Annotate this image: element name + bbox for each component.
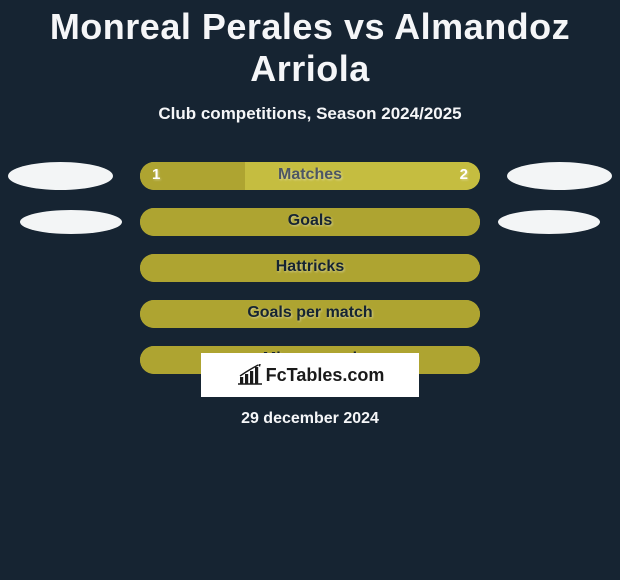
comparison-chart: Monreal Perales vs Almandoz Arriola Club…	[0, 0, 620, 580]
player-ellipse-left	[8, 162, 113, 190]
bar-track	[140, 208, 480, 236]
date-label: 29 december 2024	[0, 410, 620, 428]
page-title: Monreal Perales vs Almandoz Arriola	[0, 0, 620, 90]
bar-track	[140, 162, 480, 190]
metric-row: Goals	[0, 208, 620, 254]
metric-value-right: 2	[460, 162, 468, 190]
bar-fill-right	[310, 254, 480, 282]
logo-text: FcTables.com	[266, 365, 385, 386]
metric-row: Goals per match	[0, 300, 620, 346]
chart-icon	[236, 364, 264, 386]
metric-row: Hattricks	[0, 254, 620, 300]
bar-fill-left	[140, 300, 310, 328]
bar-fill-right	[245, 162, 480, 190]
player-ellipse-left	[20, 210, 122, 234]
bar-fill-left	[140, 254, 310, 282]
bar-fill-right	[310, 300, 480, 328]
logo-part-3: .com	[342, 365, 384, 385]
bar-fill-right	[310, 208, 480, 236]
logo-box[interactable]: FcTables.com	[201, 353, 419, 397]
logo-part-1: Fc	[266, 365, 287, 385]
bar-track	[140, 300, 480, 328]
bar-track	[140, 254, 480, 282]
metric-row: Matches12	[0, 162, 620, 208]
logo-part-2: Tables	[287, 365, 343, 385]
player-ellipse-right	[507, 162, 612, 190]
metric-value-left: 1	[152, 162, 160, 190]
bar-fill-left	[140, 208, 310, 236]
subtitle: Club competitions, Season 2024/2025	[0, 104, 620, 124]
player-ellipse-right	[498, 210, 600, 234]
